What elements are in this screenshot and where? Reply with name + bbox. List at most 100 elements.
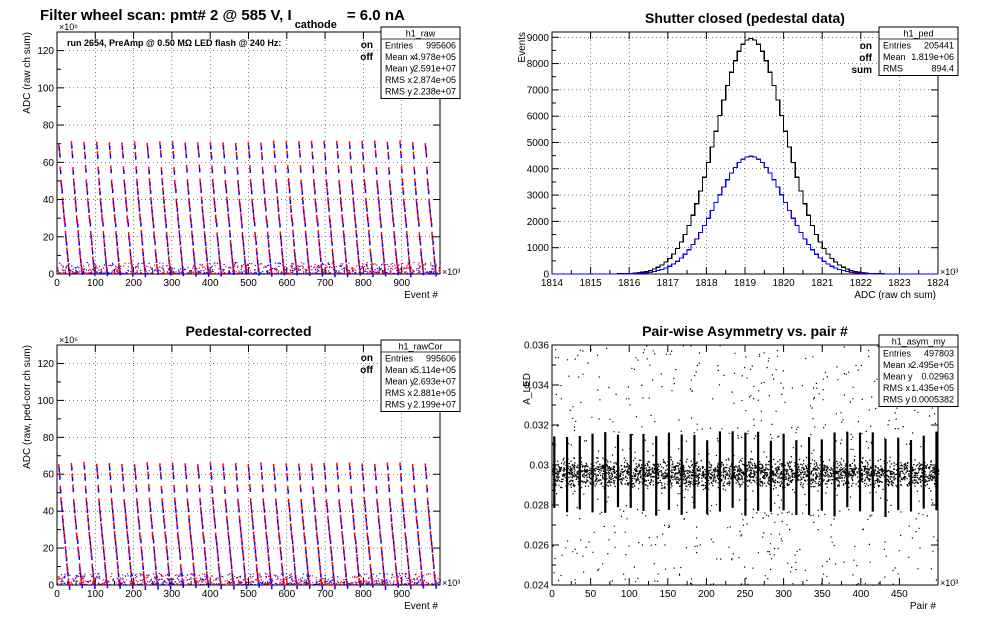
- stats-value: 995606: [426, 41, 456, 51]
- data-point-on: [319, 254, 322, 259]
- data-point-off: [137, 509, 139, 514]
- baseline-point: [294, 583, 296, 586]
- baseline-point: [421, 583, 423, 586]
- data-point-off: [331, 556, 333, 561]
- baseline-point: [150, 582, 153, 584]
- baseline-point: [62, 265, 64, 267]
- baseline-point: [273, 267, 275, 270]
- data-point-off: [242, 235, 244, 240]
- data-point-on: [129, 248, 131, 253]
- baseline-point: [183, 579, 185, 581]
- data-point-off: [173, 170, 176, 175]
- baseline-point: [391, 268, 394, 270]
- baseline-point: [365, 580, 367, 582]
- baseline-point: [380, 268, 383, 270]
- data-point-off: [241, 541, 243, 546]
- data-point-off: [113, 207, 115, 212]
- baseline-point: [219, 578, 221, 580]
- baseline-point: [339, 272, 341, 274]
- baseline-point: [264, 583, 266, 585]
- data-point-off: [329, 540, 332, 545]
- baseline-point: [187, 583, 189, 585]
- data-point-off: [87, 201, 89, 206]
- baseline-point: [254, 583, 256, 586]
- data-point-off: [307, 259, 309, 264]
- baseline-point: [354, 584, 356, 586]
- baseline-point: [69, 263, 71, 265]
- baseline-point: [210, 266, 212, 268]
- baseline-point: [249, 262, 251, 264]
- baseline-point: [270, 269, 272, 271]
- baseline-point: [346, 268, 348, 271]
- data-point-off: [245, 585, 248, 590]
- baseline-point: [337, 272, 339, 274]
- data-point-on: [134, 471, 137, 476]
- data-point-on: [211, 165, 213, 170]
- data-point-off: [111, 501, 113, 506]
- data-point-off: [125, 200, 127, 205]
- baseline-point: [370, 272, 373, 274]
- data-point-on: [413, 484, 415, 489]
- data-point-on: [187, 504, 189, 509]
- baseline-point: [285, 578, 288, 580]
- data-point-off: [224, 489, 226, 494]
- data-point-off: [122, 476, 124, 481]
- data-point-on: [405, 537, 407, 542]
- data-point-on: [93, 268, 96, 273]
- data-point-off: [427, 182, 429, 187]
- data-point-off: [416, 524, 419, 529]
- baseline-point: [224, 583, 226, 585]
- baseline-point: [286, 268, 288, 271]
- baseline-point: [294, 580, 296, 583]
- data-point-off: [268, 252, 271, 257]
- baseline-point: [302, 266, 304, 268]
- baseline-point: [57, 267, 59, 269]
- baseline-point: [390, 267, 392, 270]
- data-point-off: [102, 540, 104, 545]
- x-tick-label: 450: [891, 589, 908, 600]
- data-point-off: [200, 189, 202, 194]
- baseline-point: [172, 272, 174, 274]
- x-tick-label: 700: [317, 278, 334, 289]
- data-point-off: [256, 567, 258, 572]
- baseline-point: [173, 272, 175, 274]
- data-point-off: [92, 573, 95, 578]
- baseline-point: [203, 272, 205, 274]
- data-point-off: [74, 518, 77, 523]
- baseline-point: [97, 573, 99, 575]
- x-tick-label: 300: [164, 278, 181, 289]
- baseline-point: [383, 573, 385, 575]
- baseline-point: [83, 270, 85, 273]
- data-point-off: [226, 200, 228, 205]
- x-tick-label: 200: [125, 589, 142, 600]
- baseline-point: [426, 574, 428, 576]
- baseline-point: [176, 577, 179, 579]
- baseline-point: [166, 265, 168, 267]
- baseline-point: [61, 269, 63, 271]
- data-point-off: [100, 517, 102, 522]
- data-point-on: [283, 582, 285, 587]
- data-point-on: [383, 263, 386, 268]
- baseline-point: [100, 272, 103, 274]
- baseline-point: [298, 267, 300, 269]
- data-point-off: [357, 565, 359, 570]
- baseline-point: [64, 582, 66, 584]
- data-point-off: [190, 217, 192, 222]
- data-point-on: [62, 205, 65, 210]
- data-point-on: [394, 562, 397, 567]
- data-point-off: [243, 251, 246, 256]
- data-point-off: [126, 207, 128, 212]
- baseline-point: [120, 265, 122, 267]
- data-point-on: [393, 231, 395, 236]
- data-point-off: [105, 573, 107, 578]
- data-point-off: [320, 257, 322, 262]
- data-point-off: [349, 466, 351, 471]
- baseline-point: [427, 272, 429, 274]
- baseline-point: [417, 577, 419, 579]
- data-point-off: [187, 182, 189, 187]
- data-point-off: [262, 502, 265, 507]
- data-point-on: [288, 185, 291, 190]
- baseline-point: [109, 264, 111, 266]
- x-tick-label: 0: [54, 589, 60, 600]
- baseline-point: [434, 272, 436, 274]
